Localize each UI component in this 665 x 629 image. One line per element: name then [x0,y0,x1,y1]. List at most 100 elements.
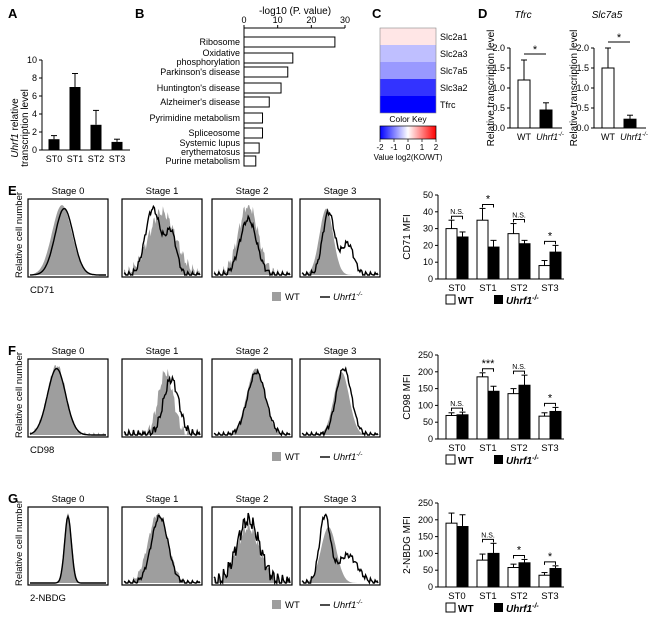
panel-e-legend-wt-swatch [272,292,281,301]
panel-b-bar [243,82,282,94]
panel-f-histogram-frame [121,358,203,438]
panel-g-mfi-bar-ko [456,526,469,588]
panel-f-legend-ko-label: Uhrf1-/- [333,451,363,463]
panel-e-sig-label: * [486,193,491,205]
panel-e-mfi-bar-ko [518,243,531,280]
panel-e-legend-wt-label: WT [285,292,300,303]
panel-f-mfi-bar-ko [456,414,469,440]
panel-f-stage-label: Stage 0 [52,346,85,357]
panel-d-tfrc-y-tick-label: 0.5 [492,103,505,113]
panel-f-mfi-bar-wt [445,414,458,440]
panel-f-legend-wt-label: WT [285,452,300,463]
panel-g-mfi-bar-ko [549,568,562,588]
panel-f-mfi-y-tick-label: 50 [423,417,433,427]
panel-f-mfi-y-tick-label: 100 [418,400,433,410]
panel-g-sig-bracket [482,538,494,543]
panel-d-slc7a5-y-tick-label: 0.5 [576,103,589,113]
panel-d-ylabel-1: Relative transcription level [486,30,497,147]
panel-b-x-tick-label: 0 [241,15,246,25]
color-key-ticks: -2 -1 0 1 2 [376,139,439,152]
panel-d-slc7a5-y-tick-label: 2.0 [576,43,589,53]
panel-e-mfi-legend-ko-label: Uhrf1-/- [506,295,539,307]
panel-b-category-label: Purine metabolism [165,156,240,166]
panel-d-tfrc-y-tick-label: 1.5 [492,63,505,73]
panel-e-histogram-ko [123,204,201,276]
panel-d-ylabel-2: Relative transcription level [569,30,580,147]
panel-d-slc7a5-y-tick-label: 0.0 [576,123,589,133]
panel-d-tfrc-bar-ko [539,109,553,129]
panel-e-sig-bracket [513,219,525,223]
panel-f-mfi-legend-ko-main: Uhrf1 [506,456,533,467]
panel-f-mfi-bar-ko [549,410,562,440]
panel-f-mfi-bar-ko [487,390,500,440]
panel-g-mfi-y-tick-label: 0 [428,582,433,592]
panel-f-mfi-y-tick-label: 200 [418,367,433,377]
panel-g-histogram-ko [123,514,201,584]
panel-g-mfi-bar-wt [507,567,520,588]
panel-b-bar [243,155,257,167]
panel-e-histogram-frame [211,198,293,278]
panel-e-histogram-wt [302,208,378,275]
panel-d-slc7a5-bar-ko [623,118,637,129]
panel-f-sig-label: N.S. [450,401,464,408]
panel-e-mfi-bar-wt [507,233,520,280]
panel-b-category-label-line: Oxidative [202,48,240,58]
panel-f-histogram-ko [29,367,106,436]
panel-g-marker-label: 2-NBDG [30,593,66,604]
panel-d: D Tfrc Slc7a5 Relative transcription lev… [478,6,648,146]
panel-g-mfi-x-label: ST1 [479,591,496,602]
panel-c-border [379,27,437,114]
panel-a-y-tick-label: 8 [32,73,37,83]
panel-a-y-tick-label: 0 [32,145,37,155]
panel-f-histogram-frame [27,358,109,438]
panel-e-sig-label: N.S. [450,209,464,216]
panel-c-cell-slc3a2 [380,79,436,96]
panel-f-mfi-legend-wt-swatch [445,454,456,465]
panel-f-mfi-ylabel: CD98 MFI [402,374,413,420]
panel-e-histogram-frame [121,198,203,278]
panel-e-sig-bracket [482,203,494,208]
panel-e-mfi-legend-ko-main: Uhrf1 [506,296,533,307]
panel-e-mfi-y-tick-label: 50 [423,190,433,200]
panel-b-bar [243,36,336,48]
panel-e-sig-bracket [544,240,556,245]
panel-g-mfi-y-tick-label: 250 [418,498,433,508]
panel-e-mfi-ylabel: CD71 MFI [402,214,413,260]
panel-f-sig-label: N.S. [512,364,526,371]
color-key-tick-label: 2 [434,143,439,152]
panel-f-histogram-ko [213,368,291,437]
panel-f-mfi-legend-ko-swatch [494,455,503,464]
panel-d-charts: 0.00.51.01.52.0 *WT Uhrf1-/-0.00.51.01.52.… [492,32,647,142]
panel-c-row-label: Slc2a3 [440,49,468,59]
panel-d-slc7a5-x-label-ko-main: Uhrf1 [620,132,642,142]
panel-f-legend-ko-sup: -/- [356,451,363,458]
panel-e-mfi-y-tick-label: 10 [423,257,433,267]
panel-g-histogram-frame [299,506,381,586]
panel-a-y-tick-label: 6 [32,91,37,101]
panel-d-slc7a5-x-label-ko: Uhrf1-/- [620,132,648,142]
panel-g-legend-ko-label: Uhrf1-/- [333,599,363,611]
panel-c-letter: C [372,6,382,21]
panel-a-ylabel-2: transcription level [20,89,31,167]
panel-c-cell-tfrc [380,96,436,113]
panel-g-mfi-x-label: ST3 [541,591,558,602]
panel-g-sig-bracket [544,561,556,565]
panel-g-sig-label: * [517,544,522,556]
panel-e-mfi-bar-wt [476,219,489,280]
panel-e-sig-label: * [548,230,553,242]
panel-f-mfi-bar-wt [538,415,551,440]
panel-c-cell-slc7a5 [380,62,436,79]
panel-e-mfi-x-label: ST1 [479,283,496,294]
panel-g-mfi-bar-wt [445,522,458,588]
panel-e-mfi-x-label: ST3 [541,283,558,294]
panel-a-y-tick-label: 10 [27,55,37,65]
panel-f-stage-label: Stage 3 [324,346,357,357]
panel-e-histogram-ko [213,214,291,277]
panel-g-mfi-x-label: ST2 [510,591,527,602]
panel-b: B -log10 (P. value) 0 10 20 30 RibosomeOxida… [135,6,350,167]
panel-e-legend-ko-sup: -/- [356,291,363,298]
panel-c-cell-slc2a3 [380,45,436,62]
panel-e-mfi-legend-wt-swatch [445,294,456,305]
panel-b-x-tick-label: 20 [306,15,316,25]
panel-a-bar-st3 [111,141,123,150]
